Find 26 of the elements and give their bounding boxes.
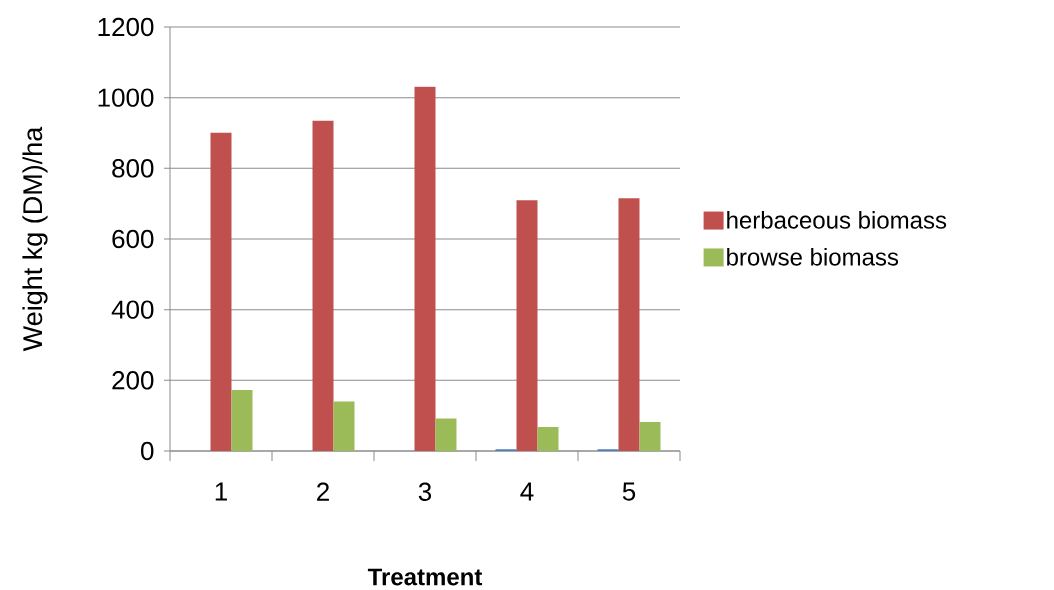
bar <box>639 422 661 451</box>
bar <box>414 86 436 451</box>
legend-label: herbaceous biomass <box>727 211 947 229</box>
bar <box>618 198 640 451</box>
y-axis-title: Weight kg (DM)/ha <box>22 126 48 352</box>
x-tick-label: 4 <box>520 482 534 501</box>
y-tick-label: 200 <box>112 371 154 390</box>
y-tick-label: 600 <box>112 229 154 249</box>
x-axis-title: Treatment <box>367 568 483 586</box>
bar <box>210 132 232 451</box>
y-tick-label: 400 <box>111 300 154 319</box>
y-tick-label: 0 <box>141 441 154 461</box>
bar <box>537 426 559 451</box>
bar <box>435 418 457 451</box>
y-tick-label: 1000 <box>98 88 154 107</box>
y-tick-label: 800 <box>112 159 154 178</box>
x-tick-label: 1 <box>215 482 227 501</box>
bar <box>312 120 334 451</box>
bar <box>516 200 538 451</box>
bar <box>231 389 253 451</box>
x-tick-label: 2 <box>317 482 329 501</box>
y-tick-label: 1200 <box>98 17 154 37</box>
legend-label: browse biomass <box>727 248 899 266</box>
bar <box>333 401 355 451</box>
x-tick-label: 5 <box>622 482 636 501</box>
x-tick-label: 3 <box>418 482 432 501</box>
